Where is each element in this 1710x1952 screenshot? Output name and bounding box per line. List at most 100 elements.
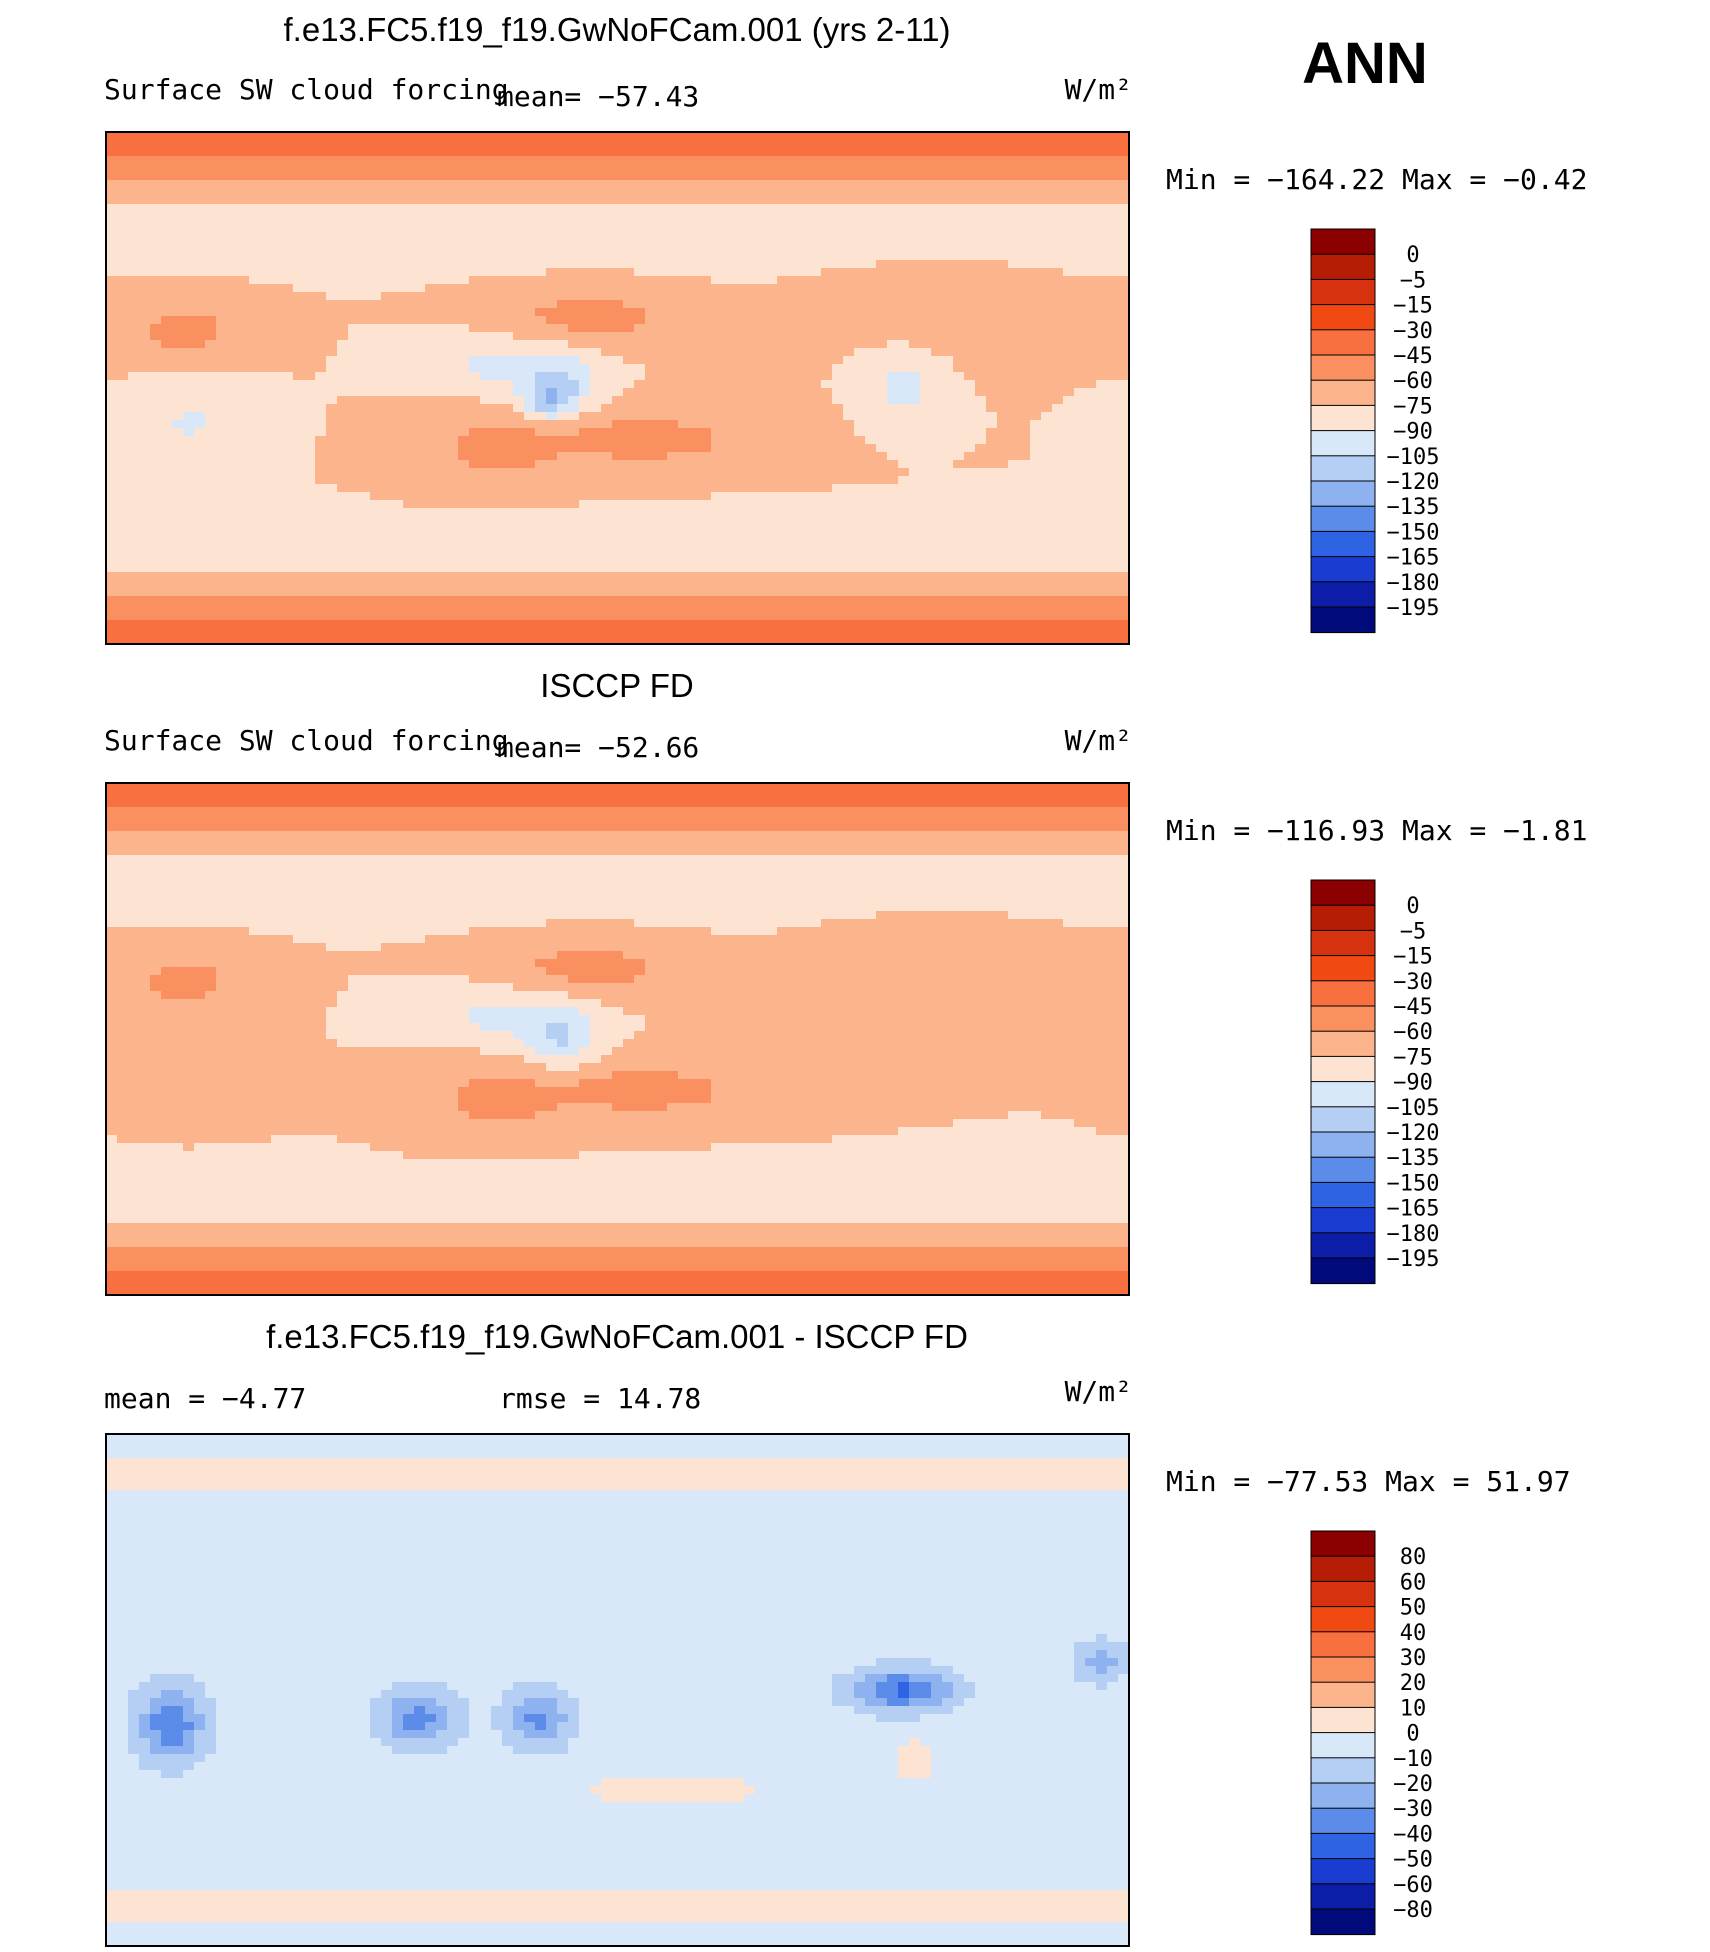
- field-cell: [744, 476, 756, 485]
- field-cell: [964, 148, 976, 157]
- field-cell: [392, 132, 404, 141]
- field-cell: [865, 412, 877, 421]
- field-cell: [821, 436, 833, 445]
- field-cell: [689, 516, 701, 525]
- field-cell: [777, 356, 789, 365]
- field-cell: [700, 404, 712, 413]
- field-cell: [590, 508, 602, 517]
- field-cell: [524, 548, 536, 557]
- field-cell: [843, 276, 855, 285]
- field-cell: [359, 196, 371, 205]
- field-cell: [238, 236, 250, 245]
- field-cell: [920, 516, 932, 525]
- field-cell: [491, 284, 503, 293]
- field-cell: [161, 364, 173, 373]
- field-cell: [733, 212, 745, 221]
- field-cell: [1063, 276, 1075, 285]
- field-cell: [172, 380, 184, 389]
- field-cell: [150, 412, 162, 421]
- field-cell: [150, 556, 162, 565]
- field-cell: [524, 516, 536, 525]
- field-cell: [854, 332, 866, 341]
- field-cell: [403, 300, 415, 309]
- field-cell: [348, 244, 360, 253]
- field-cell: [238, 244, 250, 253]
- field-cell: [997, 196, 1009, 205]
- field-cell: [656, 324, 668, 333]
- field-cell: [678, 348, 690, 357]
- field-cell: [359, 188, 371, 197]
- units-label: W/m²: [1065, 73, 1132, 106]
- field-cell: [172, 260, 184, 269]
- field-cell: [502, 548, 514, 557]
- field-cell: [128, 324, 140, 333]
- field-cell: [381, 316, 393, 325]
- field-cell: [106, 196, 118, 205]
- field-cell: [744, 180, 756, 189]
- field-cell: [755, 468, 767, 477]
- field-cell: [161, 276, 173, 285]
- field-cell: [942, 428, 954, 437]
- field-cell: [524, 524, 536, 533]
- field-cell: [634, 452, 646, 461]
- field-cell: [645, 236, 657, 245]
- field-cell: [392, 340, 404, 349]
- field-cell: [1118, 220, 1129, 229]
- field-cell: [975, 540, 987, 549]
- field-cell: [942, 204, 954, 213]
- field-cell: [1052, 444, 1064, 453]
- field-cell: [1019, 396, 1031, 405]
- field-cell: [1052, 276, 1064, 285]
- field-cell: [678, 484, 690, 493]
- field-cell: [1030, 148, 1042, 157]
- field-cell: [403, 364, 415, 373]
- field-cell: [645, 516, 657, 525]
- field-cell: [117, 468, 129, 477]
- field-cell: [722, 340, 734, 349]
- field-cell: [810, 460, 822, 469]
- field-cell: [238, 428, 250, 437]
- field-cell: [579, 372, 591, 381]
- field-cell: [513, 364, 525, 373]
- field-cell: [139, 460, 151, 469]
- field-cell: [909, 204, 921, 213]
- field-cell: [876, 412, 888, 421]
- field-cell: [502, 164, 514, 173]
- field-cell: [337, 212, 349, 221]
- field-cell: [656, 148, 668, 157]
- field-cell: [953, 364, 965, 373]
- field-cell: [887, 324, 899, 333]
- field-cell: [161, 556, 173, 565]
- field-cell: [1085, 468, 1097, 477]
- field-cell: [876, 532, 888, 541]
- field-cell: [755, 252, 767, 261]
- field-cell: [667, 180, 679, 189]
- field-cell: [821, 428, 833, 437]
- field-cell: [106, 532, 118, 541]
- field-cell: [557, 476, 569, 485]
- field-cell: [469, 388, 481, 397]
- field-cell: [799, 164, 811, 173]
- field-cell: [832, 484, 844, 493]
- field-cell: [128, 412, 140, 421]
- field-cell: [667, 236, 679, 245]
- field-cell: [183, 492, 195, 501]
- field-cell: [1074, 508, 1086, 517]
- field-cell: [139, 516, 151, 525]
- variable-label: Surface SW cloud forcing: [104, 73, 509, 106]
- field-cell: [535, 284, 547, 293]
- field-cell: [1019, 220, 1031, 229]
- field-cell: [667, 500, 679, 509]
- field-cell: [161, 516, 173, 525]
- field-cell: [843, 380, 855, 389]
- field-cell: [513, 540, 525, 549]
- field-cell: [645, 452, 657, 461]
- field-cell: [546, 468, 558, 477]
- field-cell: [645, 356, 657, 365]
- field-cell: [282, 444, 294, 453]
- field-cell: [689, 132, 701, 141]
- field-cell: [942, 388, 954, 397]
- field-cell: [744, 316, 756, 325]
- field-cell: [1074, 460, 1086, 469]
- field-cell: [271, 268, 283, 277]
